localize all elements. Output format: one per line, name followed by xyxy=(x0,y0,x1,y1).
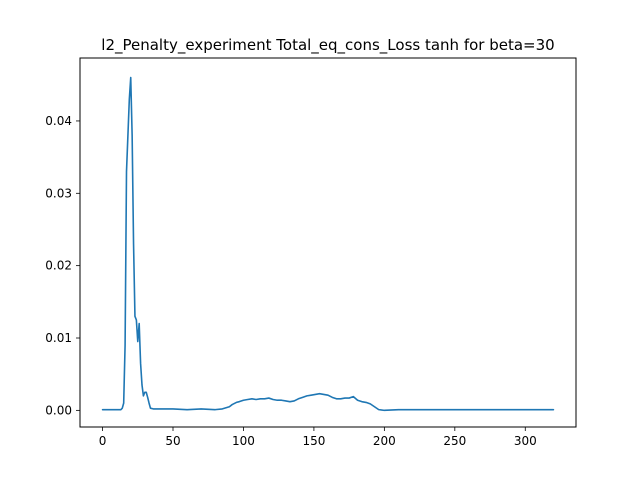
y-tick-label: 0.01 xyxy=(45,331,72,345)
x-axis: 0 50 100 150 200 250 300 xyxy=(99,427,537,448)
y-tick-label: 0.03 xyxy=(45,186,72,200)
x-tick-label: 0 xyxy=(99,434,107,448)
x-tick-label: 150 xyxy=(302,434,325,448)
y-axis: 0.00 0.01 0.02 0.03 0.04 xyxy=(45,114,80,417)
series-line xyxy=(101,76,555,412)
y-tick-label: 0.04 xyxy=(45,114,72,128)
x-tick-label: 300 xyxy=(514,434,537,448)
x-tick-label: 50 xyxy=(165,434,180,448)
x-tick-label: 200 xyxy=(373,434,396,448)
y-tick-label: 0.02 xyxy=(45,259,72,273)
y-tick-label: 0.00 xyxy=(45,403,72,417)
x-tick-label: 100 xyxy=(232,434,255,448)
x-tick-label: 250 xyxy=(443,434,466,448)
plot-frame xyxy=(79,57,577,428)
chart-title: l2_Penalty_experiment Total_eq_cons_Loss… xyxy=(101,36,554,55)
